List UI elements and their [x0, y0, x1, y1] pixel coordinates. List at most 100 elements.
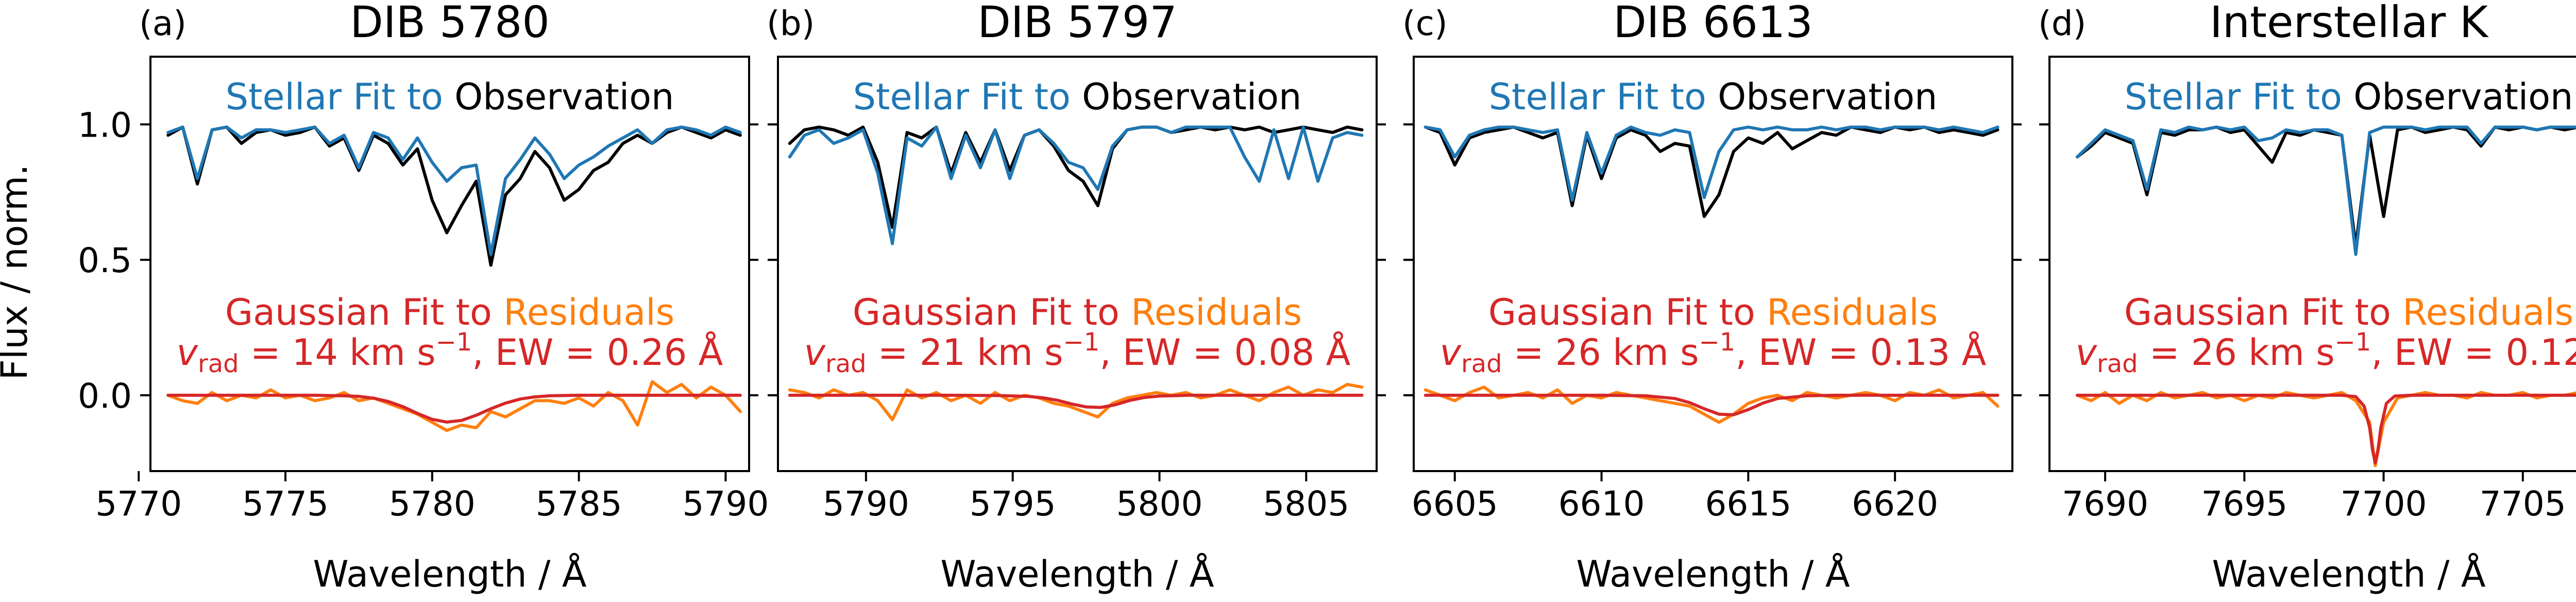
x-tick-label: 5770	[95, 484, 182, 524]
ew-unit: Å	[1314, 331, 1350, 374]
vrad-subscript: rad	[198, 349, 239, 378]
axes-frame	[1413, 56, 2013, 472]
caption-observation: Observation	[2353, 76, 2573, 118]
series-line-residuals	[2076, 391, 2576, 467]
vrad-ew-caption: vrad = 26 km s−1, EW = 0.13 Å	[1440, 328, 1987, 378]
series-line-residuals	[1423, 386, 1999, 424]
caption-residuals: Residuals	[2402, 291, 2573, 333]
caption-residuals: Residuals	[1767, 291, 1938, 333]
series-line-gaussian-fit	[788, 393, 1364, 409]
series-line-residuals	[166, 380, 742, 432]
x-tick-label: 6615	[1705, 484, 1791, 524]
series-line-gaussian-fit	[166, 393, 742, 424]
gaussian-fit-caption: Gaussian Fit to Residuals	[2124, 291, 2573, 333]
vrad-unit-exponent: −1	[2335, 328, 2371, 357]
series-line-observation	[166, 125, 742, 267]
stellar-fit-caption: Stellar Fit to Observation	[2125, 76, 2573, 118]
vrad-ew-caption: vrad = 26 km s−1, EW = 0.12 Å	[2076, 328, 2576, 378]
x-tick-label: 5790	[682, 484, 769, 524]
caption-observation: Observation	[454, 76, 674, 118]
caption-stellar-fit: Stellar Fit to	[853, 76, 1082, 118]
ew-value: 0.26	[606, 331, 687, 374]
x-axis-label: Wavelength / Å	[2212, 553, 2485, 595]
series-line-residuals	[788, 382, 1364, 422]
x-tick-label: 6605	[1412, 484, 1498, 524]
panel-label: (b)	[767, 4, 815, 43]
vrad-unit: km s	[965, 331, 1063, 374]
caption-gaussian-fit: Gaussian Fit to	[225, 291, 503, 333]
x-axis-label: Wavelength / Å	[313, 553, 586, 595]
series-line-stellar-fit	[2076, 125, 2576, 256]
vrad-subscript: rad	[2097, 349, 2138, 378]
x-tick-label: 7705	[2480, 484, 2566, 524]
x-tick-label: 5790	[823, 484, 909, 524]
ew-unit: Å	[1950, 331, 1986, 374]
vrad-unit: km s	[338, 331, 436, 374]
caption-residuals: Residuals	[1131, 291, 1302, 333]
vrad-equals: =	[239, 331, 292, 374]
vrad-subscript: rad	[825, 349, 867, 378]
x-tick-label: 5785	[536, 484, 622, 524]
series-line-stellar-fit	[1423, 125, 1999, 202]
gaussian-fit-caption: Gaussian Fit to Residuals	[853, 291, 1302, 333]
series-line-stellar-fit	[166, 125, 742, 256]
vrad-ew-caption: vrad = 14 km s−1, EW = 0.26 Å	[177, 328, 723, 378]
panels: (a) DIB 5780 5770 5775 5780 5785 5790 0.0 0.5 1.0…	[78, 0, 2576, 595]
vrad-symbol: v	[2076, 331, 2098, 374]
gaussian-fit-caption: Gaussian Fit to Residuals	[225, 291, 674, 333]
x-tick-label: 5800	[1116, 484, 1203, 524]
stellar-fit-caption: Stellar Fit to Observation	[853, 76, 1302, 118]
panel-title: DIB 5797	[977, 0, 1177, 47]
ew-value: 0.13	[1870, 331, 1950, 374]
caption-gaussian-fit: Gaussian Fit to	[2124, 291, 2402, 333]
stellar-fit-caption: Stellar Fit to Observation	[1489, 76, 1938, 118]
series-line-observation	[2076, 125, 2576, 248]
x-tick-label: 5795	[970, 484, 1056, 524]
x-tick-label: 7695	[2201, 484, 2287, 524]
caption-gaussian-fit: Gaussian Fit to	[853, 291, 1131, 333]
axes-frame	[149, 56, 750, 472]
y-tick-label: 0.5	[78, 241, 132, 280]
gaussian-fit-caption: Gaussian Fit to Residuals	[1488, 291, 1938, 333]
vrad-value: 26	[1555, 331, 1601, 374]
x-tick-label: 6610	[1558, 484, 1645, 524]
ew-unit: Å	[687, 331, 723, 374]
caption-observation: Observation	[1718, 76, 1937, 118]
x-tick-label: 7700	[2341, 484, 2427, 524]
ew-label: , EW =	[472, 331, 606, 374]
ew-label: , EW =	[1735, 331, 1870, 374]
x-tick-label: 5775	[242, 484, 329, 524]
caption-stellar-fit: Stellar Fit to	[1489, 76, 1718, 118]
vrad-equals: =	[2138, 331, 2191, 374]
vrad-value: 14	[292, 331, 338, 374]
x-tick-label: 7690	[2062, 484, 2148, 524]
panel-label: (c)	[1402, 4, 1448, 43]
series-line-observation	[788, 125, 1364, 229]
vrad-unit-exponent: −1	[436, 328, 472, 357]
vrad-subscript: rad	[1461, 349, 1502, 378]
ew-value: 0.12	[2505, 331, 2576, 374]
vrad-symbol: v	[1440, 331, 1462, 374]
y-axis-label: Flux / norm.	[0, 164, 36, 380]
vrad-unit-exponent: −1	[1699, 328, 1736, 357]
y-tick-label: 1.0	[78, 105, 132, 145]
vrad-value: 26	[2191, 331, 2237, 374]
vrad-symbol: v	[804, 331, 826, 374]
y-tick-label: 0.0	[78, 376, 132, 416]
vrad-unit: km s	[2237, 331, 2335, 374]
panel-title: DIB 5780	[350, 0, 550, 47]
x-tick-label: 6620	[1852, 484, 1938, 524]
vrad-unit: km s	[1601, 331, 1699, 374]
vrad-unit-exponent: −1	[1063, 328, 1100, 357]
x-tick-label: 5805	[1263, 484, 1349, 524]
panel-1: (a) DIB 5780 5770 5775 5780 5785 5790 0.0 0.5 1.0…	[78, 0, 769, 595]
axes-frame	[2048, 56, 2576, 472]
x-tick-label: 5780	[389, 484, 476, 524]
caption-residuals: Residuals	[503, 291, 674, 333]
series-line-gaussian-fit	[1423, 393, 1999, 416]
x-axis-label: Wavelength / Å	[940, 553, 1214, 595]
panel-2: (b) DIB 5797 5790 5795 5800 5805 Wavelength / …	[767, 0, 1386, 595]
panel-label: (d)	[2038, 4, 2086, 43]
caption-observation: Observation	[1082, 76, 1301, 118]
